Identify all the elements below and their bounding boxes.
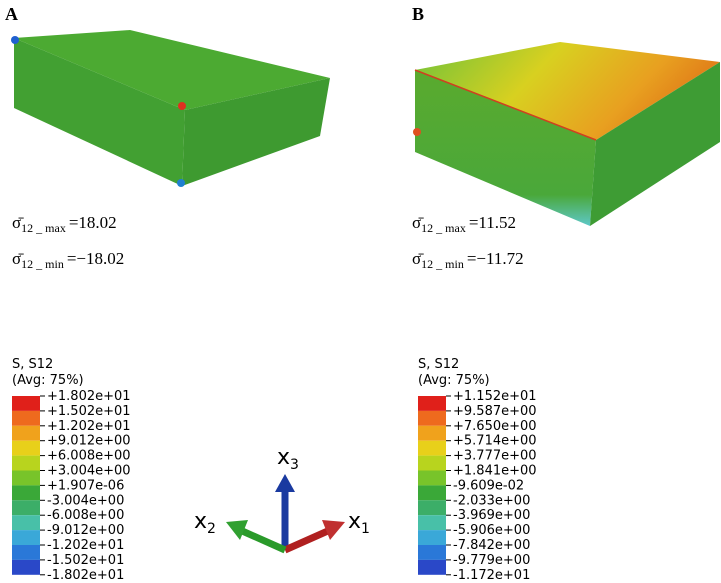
legend-band — [12, 396, 40, 411]
value: =−11.72 — [467, 249, 524, 268]
legend-label: -9.779e+00 — [453, 553, 530, 568]
legend-label: -2.033e+00 — [453, 493, 530, 508]
legend-label: +1.502e+01 — [47, 404, 131, 419]
legend-band — [418, 485, 446, 500]
subscript: 12 _ min — [421, 257, 464, 271]
legend-label: +3.777e+00 — [453, 449, 537, 464]
legend-band — [12, 500, 40, 515]
axis-base: x — [348, 509, 361, 534]
legend-label: -1.202e+01 — [47, 538, 124, 553]
legend-label: -9.609e-02 — [453, 478, 524, 493]
legend-label: +1.802e+01 — [47, 389, 131, 404]
legend-label: +3.004e+00 — [47, 464, 131, 479]
axis-base: x — [277, 445, 290, 470]
value: =18.02 — [69, 213, 117, 232]
legend-band — [12, 545, 40, 560]
legend-band — [418, 441, 446, 456]
legend-label: -1.802e+01 — [47, 568, 124, 583]
stress-max: σ̄12 _ max=11.52 — [412, 213, 516, 235]
legend-label: +1.907e-06 — [47, 478, 124, 493]
stress-min: σ̄12 _ min=−11.72 — [412, 249, 524, 271]
legend-band — [12, 560, 40, 575]
legend-band — [418, 396, 446, 411]
axis-triad — [226, 474, 345, 550]
legend-label: +9.587e+00 — [453, 404, 537, 419]
legend-subtitle: (Avg: 75%) — [418, 373, 490, 388]
legend-band — [418, 530, 446, 545]
panel-label: A — [5, 4, 18, 24]
axis-sub: 2 — [207, 521, 216, 537]
axis-sub: 3 — [290, 457, 299, 473]
figure: Aσ̄12 _ max=18.02 σ̄12 _ min=−18.02 S, S12… — [0, 0, 721, 583]
legend-band — [12, 456, 40, 471]
legend-band — [12, 441, 40, 456]
legend-label: +5.714e+00 — [453, 434, 537, 449]
legend-label: -5.906e+00 — [453, 523, 530, 538]
legend-label: +1.202e+01 — [47, 419, 131, 434]
legend-title: S, S12 — [418, 357, 459, 372]
subscript: 12 _ max — [21, 221, 66, 235]
legend-label: -1.502e+01 — [47, 553, 124, 568]
legend-band — [12, 485, 40, 500]
legend-label: +6.008e+00 — [47, 449, 131, 464]
legend-label: +7.650e+00 — [453, 419, 537, 434]
legend-label: -9.012e+00 — [47, 523, 124, 538]
legend-label: -3.969e+00 — [453, 508, 530, 523]
legend-label: -6.008e+00 — [47, 508, 124, 523]
axis-sub: 1 — [361, 521, 370, 537]
value: =11.52 — [469, 213, 516, 232]
legend-label: +1.152e+01 — [453, 389, 537, 404]
axis-label: x1 — [348, 509, 370, 537]
model-a — [11, 30, 330, 187]
legend-band — [418, 456, 446, 471]
legend-label: -3.004e+00 — [47, 493, 124, 508]
value: =−18.02 — [67, 249, 124, 268]
legend-band — [418, 500, 446, 515]
legend-band — [418, 471, 446, 486]
legend-band — [418, 560, 446, 575]
legend-band — [12, 411, 40, 426]
legend-label: +9.012e+00 — [47, 434, 131, 449]
legend-subtitle: (Avg: 75%) — [12, 373, 84, 388]
stress-min: σ̄12 _ min=−18.02 — [12, 249, 124, 271]
legend-band — [12, 426, 40, 441]
stress-max: σ̄12 _ max=18.02 — [12, 213, 117, 235]
legend-band — [12, 471, 40, 486]
legend-band — [418, 515, 446, 530]
axis-label: x2 — [194, 509, 216, 537]
legend-band — [12, 530, 40, 545]
subscript: 12 _ max — [421, 221, 466, 235]
legend-band — [418, 545, 446, 560]
legend-label: -1.172e+01 — [453, 568, 530, 583]
axis-label: x3 — [277, 445, 299, 473]
model-b — [413, 42, 720, 226]
panel-label: B — [412, 4, 424, 24]
legend-band — [418, 426, 446, 441]
legend-title: S, S12 — [12, 357, 53, 372]
legend-band — [418, 411, 446, 426]
axis-base: x — [194, 509, 207, 534]
legend-band — [12, 515, 40, 530]
legend-label: -7.842e+00 — [453, 538, 530, 553]
subscript: 12 _ min — [21, 257, 64, 271]
legend-label: +1.841e+00 — [453, 464, 537, 479]
